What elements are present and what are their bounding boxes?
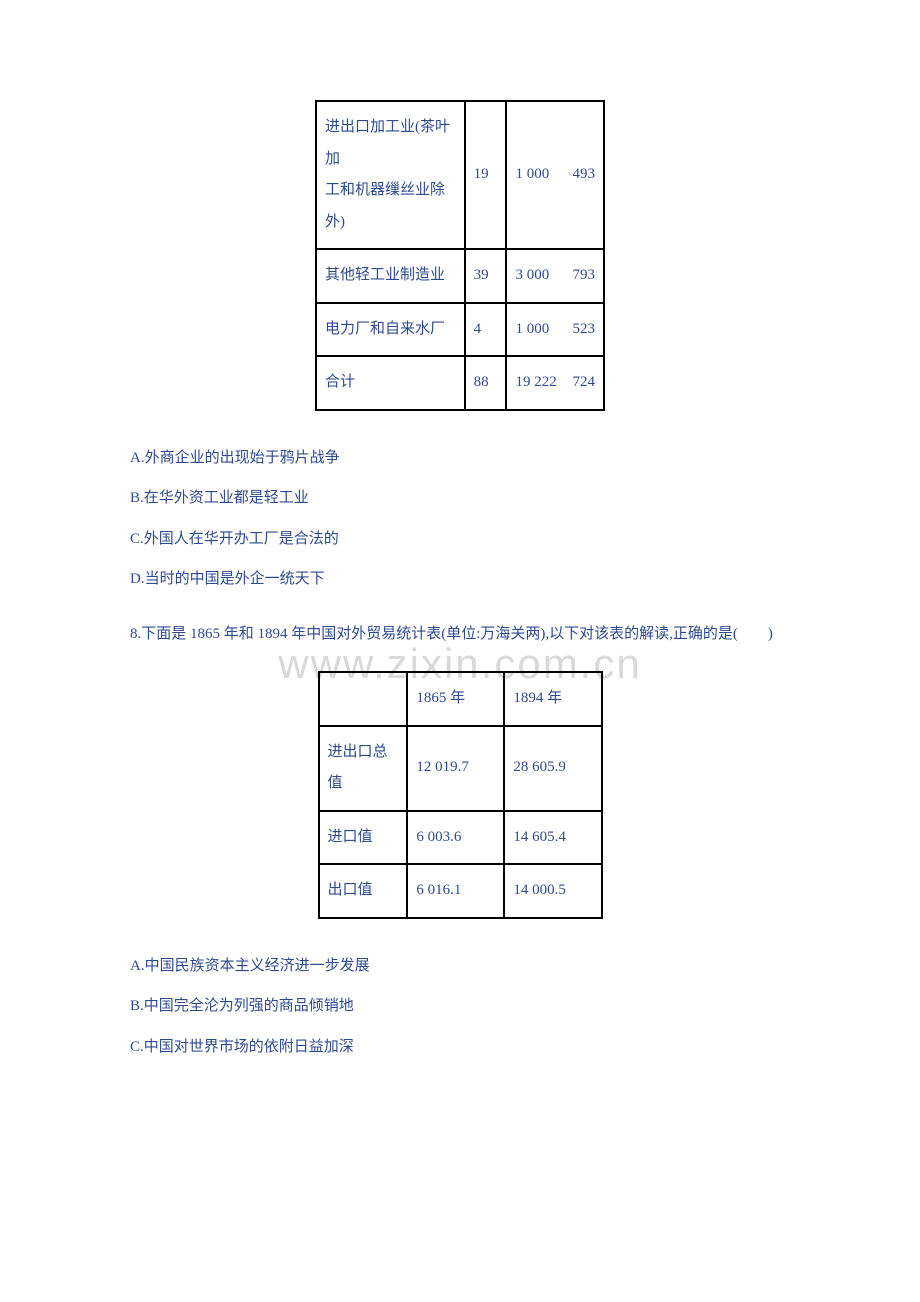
q8-stem: 8.下面是 1865 年和 1894 年中国对外贸易统计表(单位:万海关两),以… (130, 617, 790, 652)
cell-num: 1 000 (515, 314, 549, 346)
cell-label: 进口值 (319, 811, 408, 865)
option-a: A.中国民族资本主义经济进一步发展 (130, 949, 790, 984)
cell-value: 19 222 724 (506, 356, 604, 410)
table-row: 进出口总值 12 019.7 28 605.9 (319, 726, 602, 811)
cell-value: 12 019.7 (407, 726, 504, 811)
cell-num: 493 (573, 159, 596, 191)
cell-label: 进出口总值 (319, 726, 408, 811)
page-content: 进出口加工业(茶叶加工和机器缫丝业除外) 19 1 000 493 其他轻工业制造… (130, 100, 790, 1064)
cell-value: 1 000 523 (506, 303, 604, 357)
table-row: 电力厂和自来水厂 4 1 000 523 (316, 303, 604, 357)
cell-label: 其他轻工业制造业 (316, 249, 465, 303)
option-d: D.当时的中国是外企一统天下 (130, 562, 790, 597)
cell-value: 28 605.9 (504, 726, 601, 811)
option-c: C.中国对世界市场的依附日益加深 (130, 1030, 790, 1065)
cell-label: 进出口加工业(茶叶加工和机器缫丝业除外) (316, 101, 465, 249)
cell-value: 14 000.5 (504, 864, 601, 918)
cell-num: 523 (573, 314, 596, 346)
cell-value: 14 605.4 (504, 811, 601, 865)
option-a: A.外商企业的出现始于鸦片战争 (130, 441, 790, 476)
cell-label: 合计 (316, 356, 465, 410)
table-foreign-industry: 进出口加工业(茶叶加工和机器缫丝业除外) 19 1 000 493 其他轻工业制造… (315, 100, 605, 411)
table-trade-stats: 1865 年 1894 年 进出口总值 12 019.7 28 605.9 进口… (318, 671, 603, 919)
cell-header: 1865 年 (407, 672, 504, 726)
q7-options: A.外商企业的出现始于鸦片战争 B.在华外资工业都是轻工业 C.外国人在华开办工… (130, 441, 790, 597)
table-row: 合计 88 19 222 724 (316, 356, 604, 410)
table-row: 其他轻工业制造业 39 3 000 793 (316, 249, 604, 303)
table-row: 进口值 6 003.6 14 605.4 (319, 811, 602, 865)
cell-value: 4 (465, 303, 507, 357)
table-row: 进出口加工业(茶叶加工和机器缫丝业除外) 19 1 000 493 (316, 101, 604, 249)
cell-blank (319, 672, 408, 726)
table-row: 1865 年 1894 年 (319, 672, 602, 726)
cell-value: 6 003.6 (407, 811, 504, 865)
cell-value: 3 000 793 (506, 249, 604, 303)
cell-label: 出口值 (319, 864, 408, 918)
option-b: B.在华外资工业都是轻工业 (130, 481, 790, 516)
cell-num: 793 (573, 260, 596, 292)
cell-label: 电力厂和自来水厂 (316, 303, 465, 357)
cell-num: 3 000 (515, 260, 549, 292)
option-c: C.外国人在华开办工厂是合法的 (130, 522, 790, 557)
cell-value: 39 (465, 249, 507, 303)
cell-value: 88 (465, 356, 507, 410)
cell-value: 6 016.1 (407, 864, 504, 918)
cell-num: 724 (573, 367, 596, 399)
cell-value: 1 000 493 (506, 101, 604, 249)
cell-value: 19 (465, 101, 507, 249)
table-row: 出口值 6 016.1 14 000.5 (319, 864, 602, 918)
cell-header: 1894 年 (504, 672, 601, 726)
cell-num: 19 222 (515, 367, 556, 399)
q8-options: A.中国民族资本主义经济进一步发展 B.中国完全沦为列强的商品倾销地 C.中国对… (130, 949, 790, 1065)
cell-num: 1 000 (515, 159, 549, 191)
option-b: B.中国完全沦为列强的商品倾销地 (130, 989, 790, 1024)
